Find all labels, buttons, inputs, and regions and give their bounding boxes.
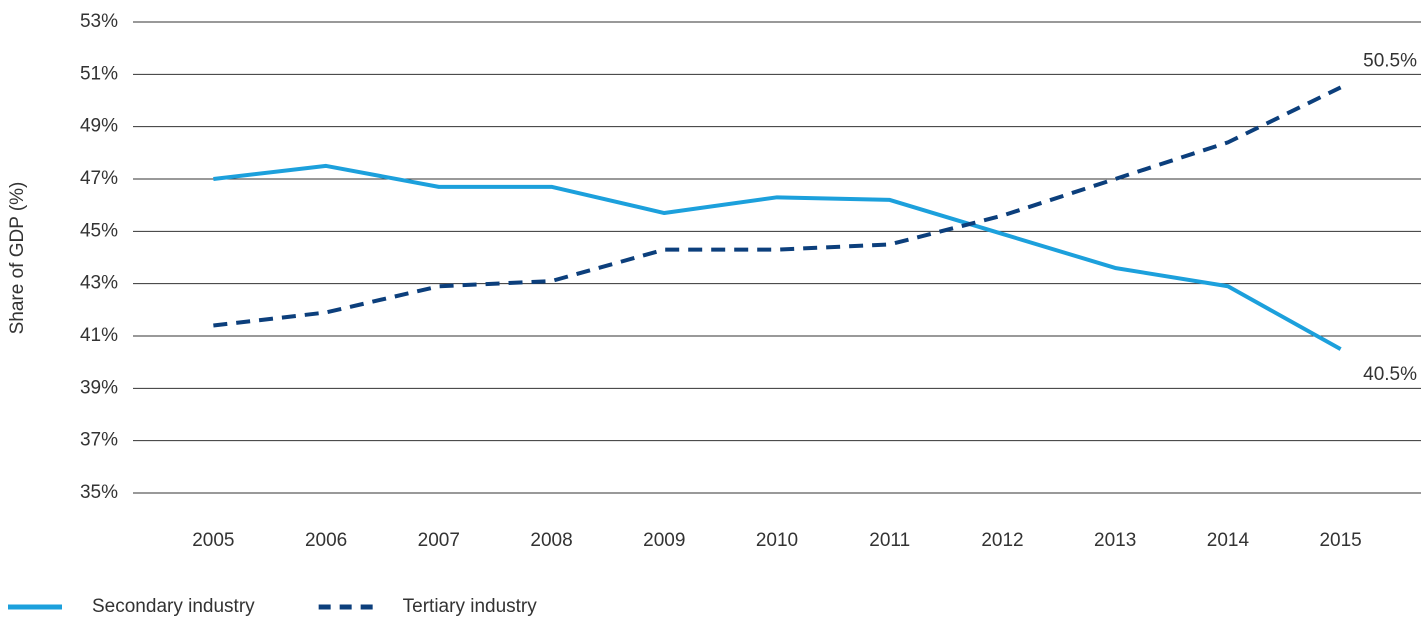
y-tick-label: 47% xyxy=(80,168,118,189)
y-tick-label: 49% xyxy=(80,116,118,137)
x-tick-label: 2006 xyxy=(305,530,347,551)
y-tick-label: 35% xyxy=(80,482,118,503)
legend-label: Tertiary industry xyxy=(403,596,538,617)
y-tick-label: 53% xyxy=(80,11,118,32)
y-tick-label: 37% xyxy=(80,430,118,451)
x-tick-label: 2010 xyxy=(756,530,798,551)
y-tick-label: 51% xyxy=(80,63,118,84)
x-tick-label: 2012 xyxy=(981,530,1023,551)
y-axis-label: Share of GDP (%) xyxy=(7,182,28,335)
x-tick-label: 2013 xyxy=(1094,530,1136,551)
y-tick-label: 39% xyxy=(80,377,118,398)
y-tick-label: 43% xyxy=(80,273,118,294)
x-tick-label: 2007 xyxy=(418,530,460,551)
x-tick-label: 2015 xyxy=(1319,530,1361,551)
y-tick-label: 41% xyxy=(80,325,118,346)
x-tick-label: 2005 xyxy=(192,530,234,551)
legend-label: Secondary industry xyxy=(92,596,255,617)
data-label: 40.5% xyxy=(1363,364,1417,385)
series-line xyxy=(213,163,1342,351)
data-label: 50.5% xyxy=(1363,50,1417,71)
y-tick-label: 45% xyxy=(80,220,118,241)
x-tick-label: 2009 xyxy=(643,530,685,551)
x-tick-label: 2011 xyxy=(869,530,910,551)
series-line xyxy=(213,85,1342,328)
x-tick-label: 2014 xyxy=(1207,530,1250,551)
x-tick-label: 2008 xyxy=(530,530,572,551)
